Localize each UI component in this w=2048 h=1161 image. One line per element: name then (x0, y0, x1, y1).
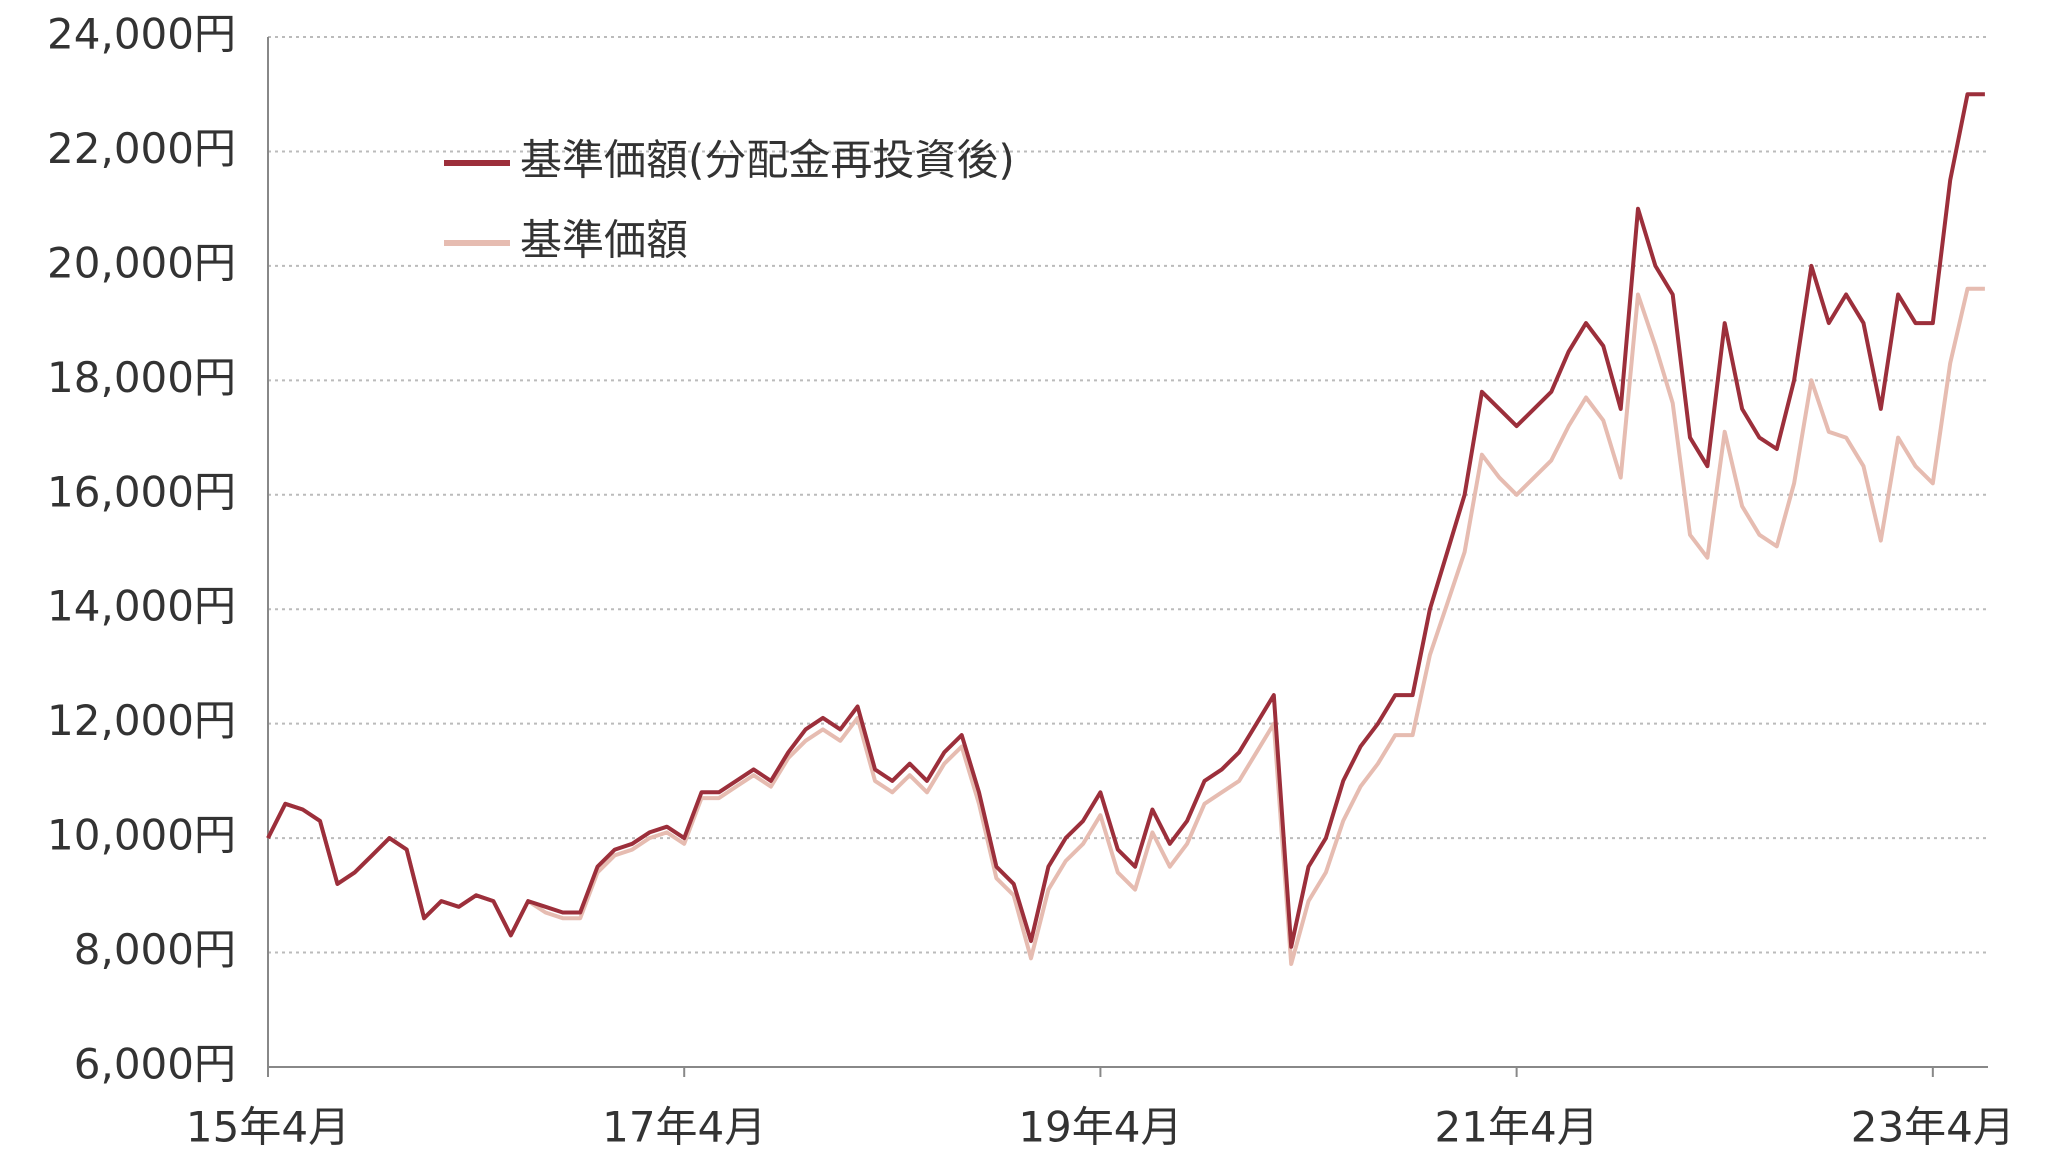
y-tick-label: 14,000円 (47, 582, 236, 631)
y-tick-label: 24,000円 (47, 10, 236, 59)
x-tick-label: 17年4月 (602, 1103, 766, 1152)
y-tick-label: 22,000円 (47, 124, 236, 173)
y-tick-label: 18,000円 (47, 353, 236, 402)
legend-label: 基準価額 (520, 216, 688, 265)
y-tick-label: 10,000円 (47, 811, 236, 860)
series-line (266, 286, 1985, 966)
y-tick-label: 6,000円 (74, 1040, 236, 1089)
y-tick-label: 12,000円 (47, 696, 236, 745)
x-tick-label: 19年4月 (1018, 1103, 1182, 1152)
y-tick-label: 16,000円 (47, 467, 236, 516)
x-tick-label: 15年4月 (186, 1103, 350, 1152)
series-line (266, 92, 1985, 949)
x-tick-label: 21年4月 (1435, 1103, 1599, 1152)
y-tick-label: 8,000円 (74, 925, 236, 974)
y-tick-label: 20,000円 (47, 238, 236, 287)
legend-label: 基準価額(分配金再投資後) (520, 136, 1015, 185)
x-tick-label: 23年4月 (1851, 1103, 2015, 1152)
